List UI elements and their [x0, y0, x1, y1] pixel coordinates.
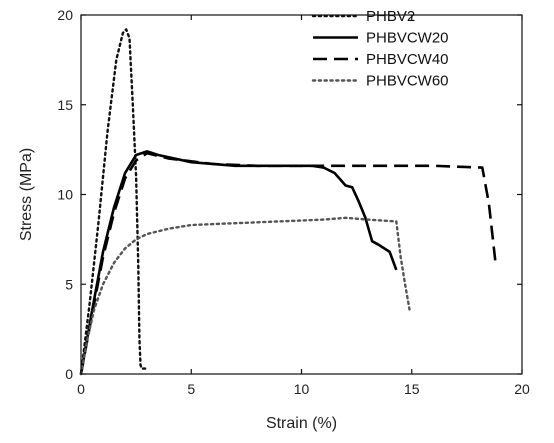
y-axis-title: Stress (MPa)	[18, 148, 35, 241]
legend-label-phbvcw20: PHBVCW20	[366, 30, 449, 47]
y-tick-label: 0	[65, 366, 73, 382]
series-line-phbvcw40	[79, 151, 497, 375]
legend: PHBV2 PHBVCW20 PHBVCW40 PHBVCW60	[311, 8, 449, 90]
x-tick-label: 15	[404, 381, 420, 397]
x-axis-title: Strain (%)	[266, 415, 337, 432]
y-tick-label: 20	[57, 7, 73, 23]
x-tick-label: 10	[294, 381, 310, 397]
ticks-layer: 0 5 10 15 20 0 5 10 15 20	[57, 7, 530, 397]
legend-item-phbvcw60: PHBVCW60	[311, 73, 449, 90]
legend-item-phbv2: PHBV2	[311, 8, 415, 25]
legend-label-phbvcw40: PHBVCW40	[366, 51, 449, 68]
y-tick-label: 15	[57, 97, 73, 113]
x-tick-label: 0	[77, 381, 85, 397]
series-line-phbvcw20	[79, 150, 398, 375]
x-tick-label: 5	[187, 381, 195, 397]
series-line-phbvcw60	[79, 216, 411, 376]
plot-frame	[80, 14, 523, 375]
legend-item-phbvcw20: PHBVCW20	[313, 30, 449, 47]
y-tick-label: 10	[57, 187, 73, 203]
series-line-phbv2	[79, 28, 149, 376]
legend-label-phbvcw60: PHBVCW60	[366, 73, 449, 90]
x-tick-label: 20	[514, 381, 530, 397]
y-tick-label: 5	[65, 276, 73, 292]
curves-layer	[79, 28, 497, 376]
legend-item-phbvcw40: PHBVCW40	[313, 51, 449, 68]
legend-label-phbv2: PHBV2	[366, 8, 415, 25]
